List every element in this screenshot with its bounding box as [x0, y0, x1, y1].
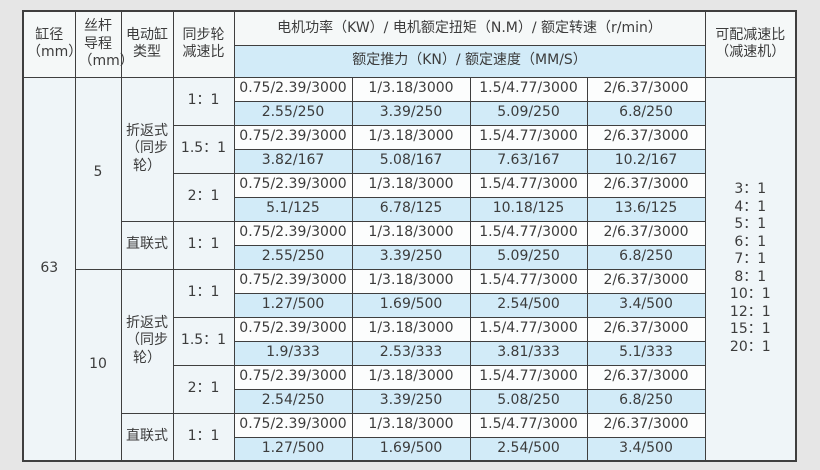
cell-motor-spec: 0.75/2.39/3000 — [233, 76, 353, 102]
cell-thrust-spec: 1.27/500 — [233, 436, 353, 462]
cell-type-direct: 直联式 — [120, 220, 174, 270]
header-bore: 缸径 （mm） — [22, 10, 82, 78]
cell-thrust-spec: 5.08/250 — [469, 388, 588, 414]
cell-thrust-spec: 1.69/500 — [351, 292, 471, 318]
cell-thrust-spec: 2.54/250 — [233, 388, 353, 414]
cell-bore-63: 63 — [22, 76, 76, 462]
header-reducer: 可配减速比 （减速机） — [704, 10, 797, 78]
header-motor-specs: 电机功率（KW）/ 电机额定扭矩（N.M）/ 额定转速（r/min） — [233, 10, 706, 46]
cell-sync-ratio: 1：1 — [172, 76, 235, 126]
cell-motor-spec: 2/6.37/3000 — [586, 316, 706, 342]
cell-thrust-spec: 5.1/333 — [586, 340, 706, 366]
spec-table: 缸径 （mm） 丝杆 导程 （mm） 电动缸 类型 同步轮 减速比 电机功率（K… — [22, 10, 798, 462]
cell-motor-spec: 0.75/2.39/3000 — [233, 124, 353, 150]
cell-sync-ratio: 1.5：1 — [172, 124, 235, 174]
cell-sync-ratio: 2：1 — [172, 364, 235, 414]
cell-motor-spec: 0.75/2.39/3000 — [233, 220, 353, 246]
cell-thrust-spec: 1.69/500 — [351, 436, 471, 462]
cell-motor-spec: 1.5/4.77/3000 — [469, 220, 588, 246]
cell-thrust-spec: 3.39/250 — [351, 388, 471, 414]
cell-motor-spec: 2/6.37/3000 — [586, 364, 706, 390]
cell-thrust-spec: 10.18/125 — [469, 196, 588, 222]
cell-thrust-spec: 5.1/125 — [233, 196, 353, 222]
cell-thrust-spec: 5.09/250 — [469, 100, 588, 126]
cell-thrust-spec: 3.81/333 — [469, 340, 588, 366]
cell-thrust-spec: 3.4/500 — [586, 292, 706, 318]
header-sync-ratio: 同步轮 减速比 — [172, 10, 235, 78]
cell-thrust-spec: 3.4/500 — [586, 436, 706, 462]
cell-lead-10: 10 — [74, 268, 122, 462]
cell-motor-spec: 1/3.18/3000 — [351, 412, 471, 438]
cell-motor-spec: 1.5/4.77/3000 — [469, 412, 588, 438]
cell-motor-spec: 1/3.18/3000 — [351, 172, 471, 198]
cell-lead-5: 5 — [74, 76, 122, 270]
cell-thrust-spec: 2.55/250 — [233, 244, 353, 270]
cell-thrust-spec: 6.8/250 — [586, 100, 706, 126]
cell-reducer-options: 3：1 4：1 5：1 6：1 7：1 8：1 10：1 12：1 15：1 2… — [704, 76, 797, 462]
cell-motor-spec: 0.75/2.39/3000 — [233, 268, 353, 294]
cell-type-foldback: 折返式 （同步 轮） — [120, 76, 174, 222]
cell-sync-ratio: 1.5：1 — [172, 316, 235, 366]
cell-motor-spec: 1.5/4.77/3000 — [469, 76, 588, 102]
cell-thrust-spec: 5.09/250 — [469, 244, 588, 270]
cell-motor-spec: 2/6.37/3000 — [586, 124, 706, 150]
cell-thrust-spec: 3.82/167 — [233, 148, 353, 174]
header-lead: 丝杆 导程 （mm） — [74, 10, 134, 78]
cell-motor-spec: 1.5/4.77/3000 — [469, 364, 588, 390]
cell-sync-ratio: 2：1 — [172, 172, 235, 222]
cell-motor-spec: 1/3.18/3000 — [351, 76, 471, 102]
cell-motor-spec: 1/3.18/3000 — [351, 268, 471, 294]
cell-sync-ratio: 1：1 — [172, 268, 235, 318]
cell-motor-spec: 1.5/4.77/3000 — [469, 172, 588, 198]
cell-motor-spec: 1.5/4.77/3000 — [469, 316, 588, 342]
cell-thrust-spec: 2.54/500 — [469, 292, 588, 318]
cell-motor-spec: 1.5/4.77/3000 — [469, 124, 588, 150]
cell-thrust-spec: 10.2/167 — [586, 148, 706, 174]
cell-thrust-spec: 5.08/167 — [351, 148, 471, 174]
cell-thrust-spec: 6.8/250 — [586, 388, 706, 414]
cell-motor-spec: 1/3.18/3000 — [351, 364, 471, 390]
cell-motor-spec: 2/6.37/3000 — [586, 172, 706, 198]
cell-motor-spec: 0.75/2.39/3000 — [233, 172, 353, 198]
cell-motor-spec: 2/6.37/3000 — [586, 412, 706, 438]
cell-motor-spec: 1/3.18/3000 — [351, 124, 471, 150]
cell-thrust-spec: 7.63/167 — [469, 148, 588, 174]
cell-motor-spec: 2/6.37/3000 — [586, 76, 706, 102]
header-thrust-specs: 额定推力（KN）/ 额定速度（MM/S） — [233, 44, 706, 78]
cell-motor-spec: 1.5/4.77/3000 — [469, 268, 588, 294]
cell-sync-ratio: 1：1 — [172, 220, 235, 270]
cell-motor-spec: 0.75/2.39/3000 — [233, 412, 353, 438]
cell-motor-spec: 2/6.37/3000 — [586, 220, 706, 246]
cell-thrust-spec: 6.8/250 — [586, 244, 706, 270]
cell-thrust-spec: 6.78/125 — [351, 196, 471, 222]
cell-motor-spec: 2/6.37/3000 — [586, 268, 706, 294]
cell-thrust-spec: 1.9/333 — [233, 340, 353, 366]
cell-sync-ratio: 1：1 — [172, 412, 235, 462]
cell-thrust-spec: 2.54/500 — [469, 436, 588, 462]
cell-motor-spec: 0.75/2.39/3000 — [233, 316, 353, 342]
cell-thrust-spec: 3.39/250 — [351, 100, 471, 126]
cell-motor-spec: 1/3.18/3000 — [351, 220, 471, 246]
header-type: 电动缸 类型 — [120, 10, 174, 78]
cell-motor-spec: 1/3.18/3000 — [351, 316, 471, 342]
cell-motor-spec: 0.75/2.39/3000 — [233, 364, 353, 390]
cell-type-direct: 直联式 — [120, 412, 174, 462]
cell-thrust-spec: 13.6/125 — [586, 196, 706, 222]
cell-type-foldback: 折返式 （同步 轮） — [120, 268, 174, 414]
cell-thrust-spec: 1.27/500 — [233, 292, 353, 318]
cell-thrust-spec: 2.55/250 — [233, 100, 353, 126]
cell-thrust-spec: 2.53/333 — [351, 340, 471, 366]
cell-thrust-spec: 3.39/250 — [351, 244, 471, 270]
